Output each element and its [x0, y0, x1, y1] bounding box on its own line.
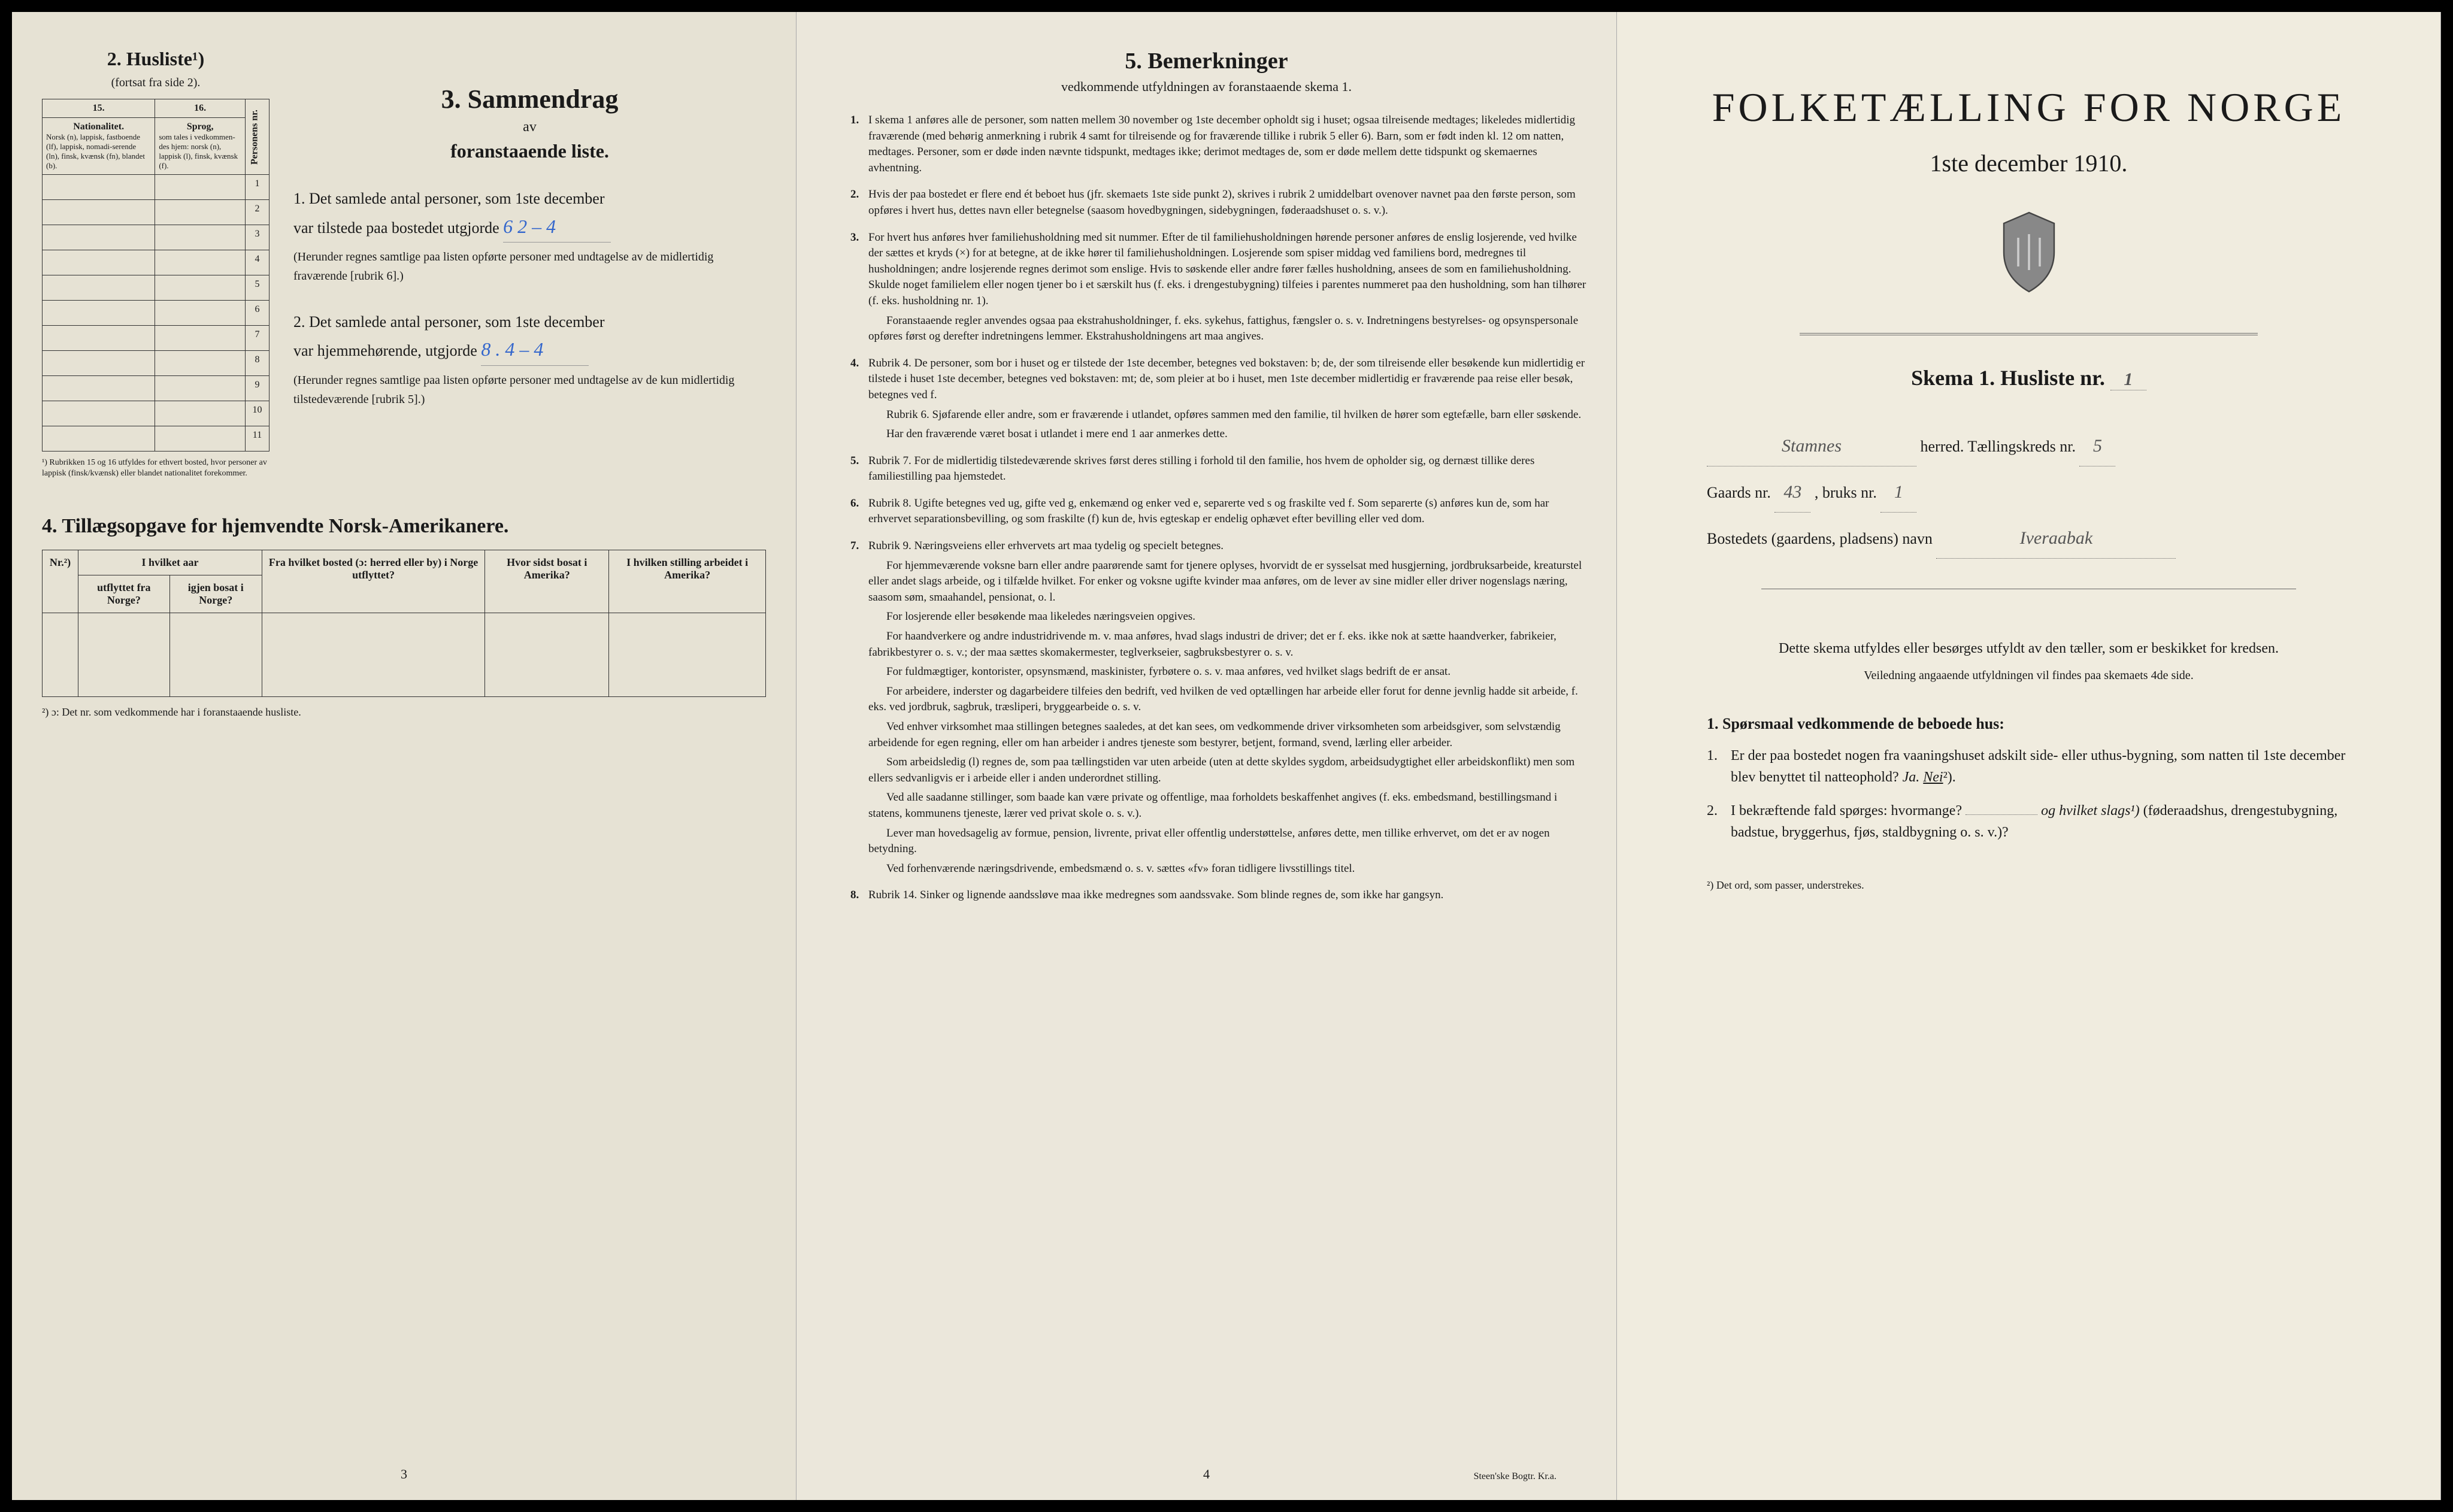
footnote-page3: ²) Det ord, som passer, understrekes. — [1647, 879, 2410, 892]
bemerkninger-sub: vedkommende utfyldningen av foranstaaend… — [826, 79, 1586, 95]
page-number-4: 4 — [1203, 1466, 1210, 1482]
husliste-row: 4 — [43, 250, 269, 275]
sporsmaal-2: 2. I bekræftende fald spørges: hvormange… — [1707, 800, 2351, 843]
sporsmaal-1: 1. Er der paa bostedet nogen fra vaaning… — [1707, 745, 2351, 788]
tillaeg-footnote: ²) ɔ: Det nr. som vedkommende har i fora… — [42, 706, 766, 719]
sporsmaal-heading: 1. Spørsmaal vedkommende de beboede hus: — [1707, 715, 2351, 733]
skema-line: Skema 1. Husliste nr. 1 — [1647, 365, 2410, 390]
bruks-nr-value: 1 — [1880, 472, 1916, 513]
bemerkninger-item: 1.I skema 1 anføres alle de personer, so… — [850, 113, 1586, 176]
tilstede-value: 6 2 – 4 — [503, 211, 611, 243]
hjemmehorende-value: 8 . 4 – 4 — [481, 334, 589, 365]
husliste-section: 2. Husliste¹) (fortsat fra side 2). 15. … — [42, 48, 269, 479]
husliste-table: 15. 16. Personens nr. Nationalitet. Nors… — [42, 99, 269, 452]
sporsmaal-section: 1. Spørsmaal vedkommende de beboede hus:… — [1647, 715, 2410, 843]
husliste-row: 9 — [43, 376, 269, 401]
husliste-footnote: ¹) Rubrikken 15 og 16 utfyldes for ethve… — [42, 457, 269, 479]
nei-underlined: Nei — [1923, 769, 1943, 785]
census-document: 2. Husliste¹) (fortsat fra side 2). 15. … — [12, 12, 2441, 1500]
sammendrag-item-1: 1. Det samlede antal personer, som 1ste … — [293, 186, 766, 286]
kreds-nr-value: 5 — [2079, 426, 2115, 466]
coat-of-arms-icon — [1993, 207, 2065, 297]
instruction-block: Dette skema utfyldes eller besørges utfy… — [1647, 637, 2410, 685]
gaards-nr-value: 43 — [1774, 472, 1810, 513]
husliste-row: 10 — [43, 401, 269, 426]
sammendrag-sub1: av — [293, 119, 766, 135]
bemerkninger-item: 2.Hvis der paa bostedet er flere end ét … — [850, 187, 1586, 219]
husliste-row: 7 — [43, 326, 269, 351]
sammendrag-title: 3. Sammendrag — [293, 84, 766, 114]
herred-value: Stamnes — [1707, 426, 1916, 466]
husliste-row: 2 — [43, 200, 269, 225]
bemerkninger-item: 3.For hvert hus anføres hver familiehush… — [850, 230, 1586, 345]
bemerkninger-item: 6.Rubrik 8. Ugifte betegnes ved ug, gift… — [850, 496, 1586, 528]
tillaeg-empty-row — [43, 613, 766, 697]
col-16-num: 16. — [155, 99, 246, 118]
sammendrag-section: 3. Sammendrag av foranstaaende liste. 1.… — [293, 48, 766, 479]
tillaeg-section: 4. Tillægsopgave for hjemvendte Norsk-Am… — [42, 515, 766, 719]
husliste-row: 11 — [43, 426, 269, 452]
col-15-num: 15. — [43, 99, 155, 118]
header-nationalitet: Nationalitet. Norsk (n), lappisk, fastbo… — [43, 118, 155, 175]
header-sprog: Sprog, som tales i vedkommen-des hjem: n… — [155, 118, 246, 175]
col-person-nr: Personens nr. — [246, 99, 269, 175]
bemerkninger-title: 5. Bemerkninger — [826, 48, 1586, 74]
husliste-heading: 2. Husliste¹) — [42, 48, 269, 70]
husliste-nr-value: 1 — [2110, 369, 2146, 390]
bemerkninger-item: 5.Rubrik 7. For de midlertidig tilstedev… — [850, 453, 1586, 485]
page-3: FOLKETÆLLING FOR NORGE 1ste december 191… — [1617, 12, 2441, 1500]
bemerkninger-item: 8.Rubrik 14. Sinker og lignende aandsslø… — [850, 887, 1586, 904]
husliste-row: 3 — [43, 225, 269, 250]
tillaeg-table: Nr.²) I hvilket aar Fra hvilket bosted (… — [42, 550, 766, 697]
bemerkninger-item: 4.Rubrik 4. De personer, som bor i huset… — [850, 356, 1586, 443]
field-section: Stamnes herred. Tællingskreds nr. 5 Gaar… — [1647, 426, 2410, 559]
husliste-row: 6 — [43, 301, 269, 326]
husliste-row: 5 — [43, 275, 269, 301]
sammendrag-sub2: foranstaaende liste. — [293, 140, 766, 162]
page-1: 2. Husliste¹) (fortsat fra side 2). 15. … — [12, 12, 797, 1500]
husliste-row: 1 — [43, 175, 269, 200]
husliste-row: 8 — [43, 351, 269, 376]
divider — [1800, 333, 2258, 335]
sammendrag-item-2: 2. Det samlede antal personer, som 1ste … — [293, 310, 766, 409]
bemerkninger-list: 1.I skema 1 anføres alle de personer, so… — [826, 113, 1586, 904]
main-date: 1ste december 1910. — [1647, 149, 2410, 177]
page-2: 5. Bemerkninger vedkommende utfyldningen… — [797, 12, 1617, 1500]
page-number-3: 3 — [401, 1466, 407, 1482]
tillaeg-title: 4. Tillægsopgave for hjemvendte Norsk-Am… — [42, 515, 766, 538]
printer-name: Steen'ske Bogtr. Kr.a. — [1474, 1471, 1556, 1482]
husliste-subheading: (fortsat fra side 2). — [42, 76, 269, 90]
bemerkninger-item: 7.Rubrik 9. Næringsveiens eller erhverve… — [850, 538, 1586, 877]
main-title: FOLKETÆLLING FOR NORGE — [1647, 84, 2410, 131]
bosted-value: Iveraabak — [1936, 519, 2176, 559]
